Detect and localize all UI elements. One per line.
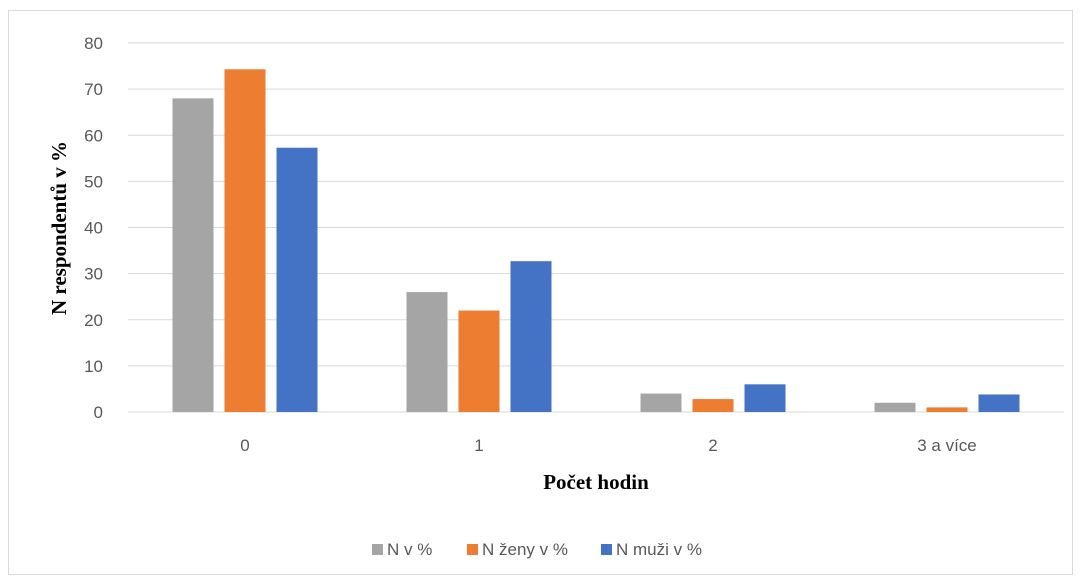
bar bbox=[744, 384, 786, 412]
legend-swatch bbox=[372, 544, 383, 555]
y-tick-label: 40 bbox=[84, 219, 103, 238]
y-tick-label: 20 bbox=[84, 311, 103, 330]
gridlines bbox=[128, 42, 1064, 413]
y-tick-label: 70 bbox=[84, 80, 103, 99]
bar bbox=[978, 394, 1020, 412]
x-tick-label: 2 bbox=[708, 436, 717, 455]
bar bbox=[640, 393, 682, 412]
bar bbox=[458, 310, 500, 412]
y-tick-label: 80 bbox=[84, 34, 103, 53]
bars bbox=[172, 69, 1020, 413]
x-tick-label: 1 bbox=[474, 436, 483, 455]
y-tick-label: 50 bbox=[84, 172, 103, 191]
y-tick-label: 0 bbox=[94, 403, 103, 422]
bar bbox=[874, 402, 916, 412]
y-tick-label: 30 bbox=[84, 265, 103, 284]
legend-label: N ženy v % bbox=[482, 540, 568, 559]
legend: N v % N ženy v % N muži v % bbox=[372, 540, 702, 559]
legend-label: N muži v % bbox=[616, 540, 702, 559]
bar bbox=[276, 147, 318, 413]
y-tick-label: 10 bbox=[84, 357, 103, 376]
x-axis-title: Počet hodin bbox=[543, 470, 649, 494]
x-tick-label: 3 a více bbox=[917, 436, 977, 455]
bar bbox=[510, 261, 552, 412]
legend-label: N v % bbox=[387, 540, 432, 559]
x-axis-ticks: 0 1 2 3 a více bbox=[240, 436, 977, 455]
y-axis-title: N respondentů v % bbox=[47, 141, 71, 315]
bar bbox=[692, 399, 734, 412]
legend-swatch bbox=[601, 544, 612, 555]
bar bbox=[926, 407, 968, 412]
bar bbox=[406, 292, 448, 412]
legend-swatch bbox=[467, 544, 478, 555]
y-axis-ticks: 0 10 20 30 40 50 60 70 80 bbox=[84, 34, 103, 422]
x-tick-label: 0 bbox=[240, 436, 249, 455]
bar bbox=[172, 98, 214, 412]
bar bbox=[224, 69, 266, 412]
y-tick-label: 60 bbox=[84, 126, 103, 145]
